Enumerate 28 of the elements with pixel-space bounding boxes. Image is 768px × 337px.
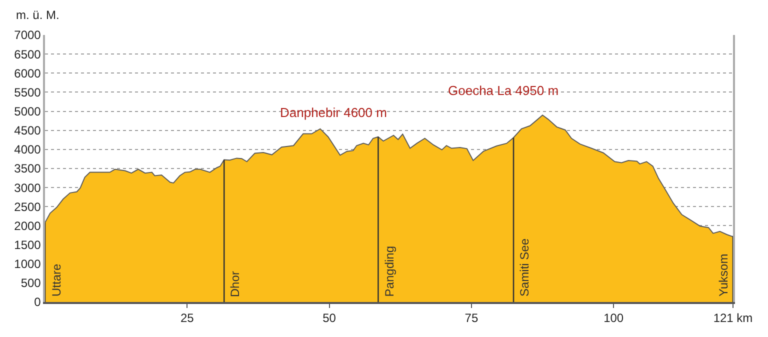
annotation: Goecha La 4950 m bbox=[448, 83, 559, 98]
y-tick-label: 7000 bbox=[14, 28, 42, 42]
y-tick-label: 6500 bbox=[14, 47, 42, 62]
y-tick-label: 5500 bbox=[14, 85, 42, 100]
y-tick-label: 4500 bbox=[14, 124, 42, 138]
ref-line-label: Dhor bbox=[228, 271, 242, 298]
y-tick-label: 1000 bbox=[14, 257, 42, 272]
y-tick-label: 4000 bbox=[14, 142, 42, 157]
y-tick-label: 6000 bbox=[14, 66, 42, 80]
ref-line-label: Uttare bbox=[50, 263, 64, 296]
annotation: Danphebir 4600 m bbox=[280, 105, 387, 120]
y-tick-label: 3500 bbox=[14, 162, 42, 176]
ref-line-label: Pangding bbox=[382, 246, 397, 297]
x-tick-label: 25 bbox=[180, 311, 194, 326]
y-tick-label: 500 bbox=[20, 276, 42, 290]
y-axis-title: m. ü. M. bbox=[16, 8, 60, 22]
x-tick-label: 50 bbox=[322, 311, 336, 326]
y-tick-label: 3000 bbox=[14, 180, 42, 195]
ref-line-label: Yuksom bbox=[716, 254, 730, 296]
y-tick-label: 5000 bbox=[14, 104, 42, 118]
y-tick-label: 1500 bbox=[14, 238, 42, 252]
x-tick-label: 100 bbox=[604, 311, 624, 326]
y-tick-label: 2000 bbox=[14, 218, 42, 233]
x-tick-label: 121 km bbox=[713, 311, 753, 326]
y-tick-label: 2500 bbox=[14, 200, 42, 214]
x-tick-label: 75 bbox=[464, 311, 478, 326]
ref-line-label: Samiti See bbox=[518, 238, 532, 297]
y-tick-label: 0 bbox=[34, 295, 42, 310]
